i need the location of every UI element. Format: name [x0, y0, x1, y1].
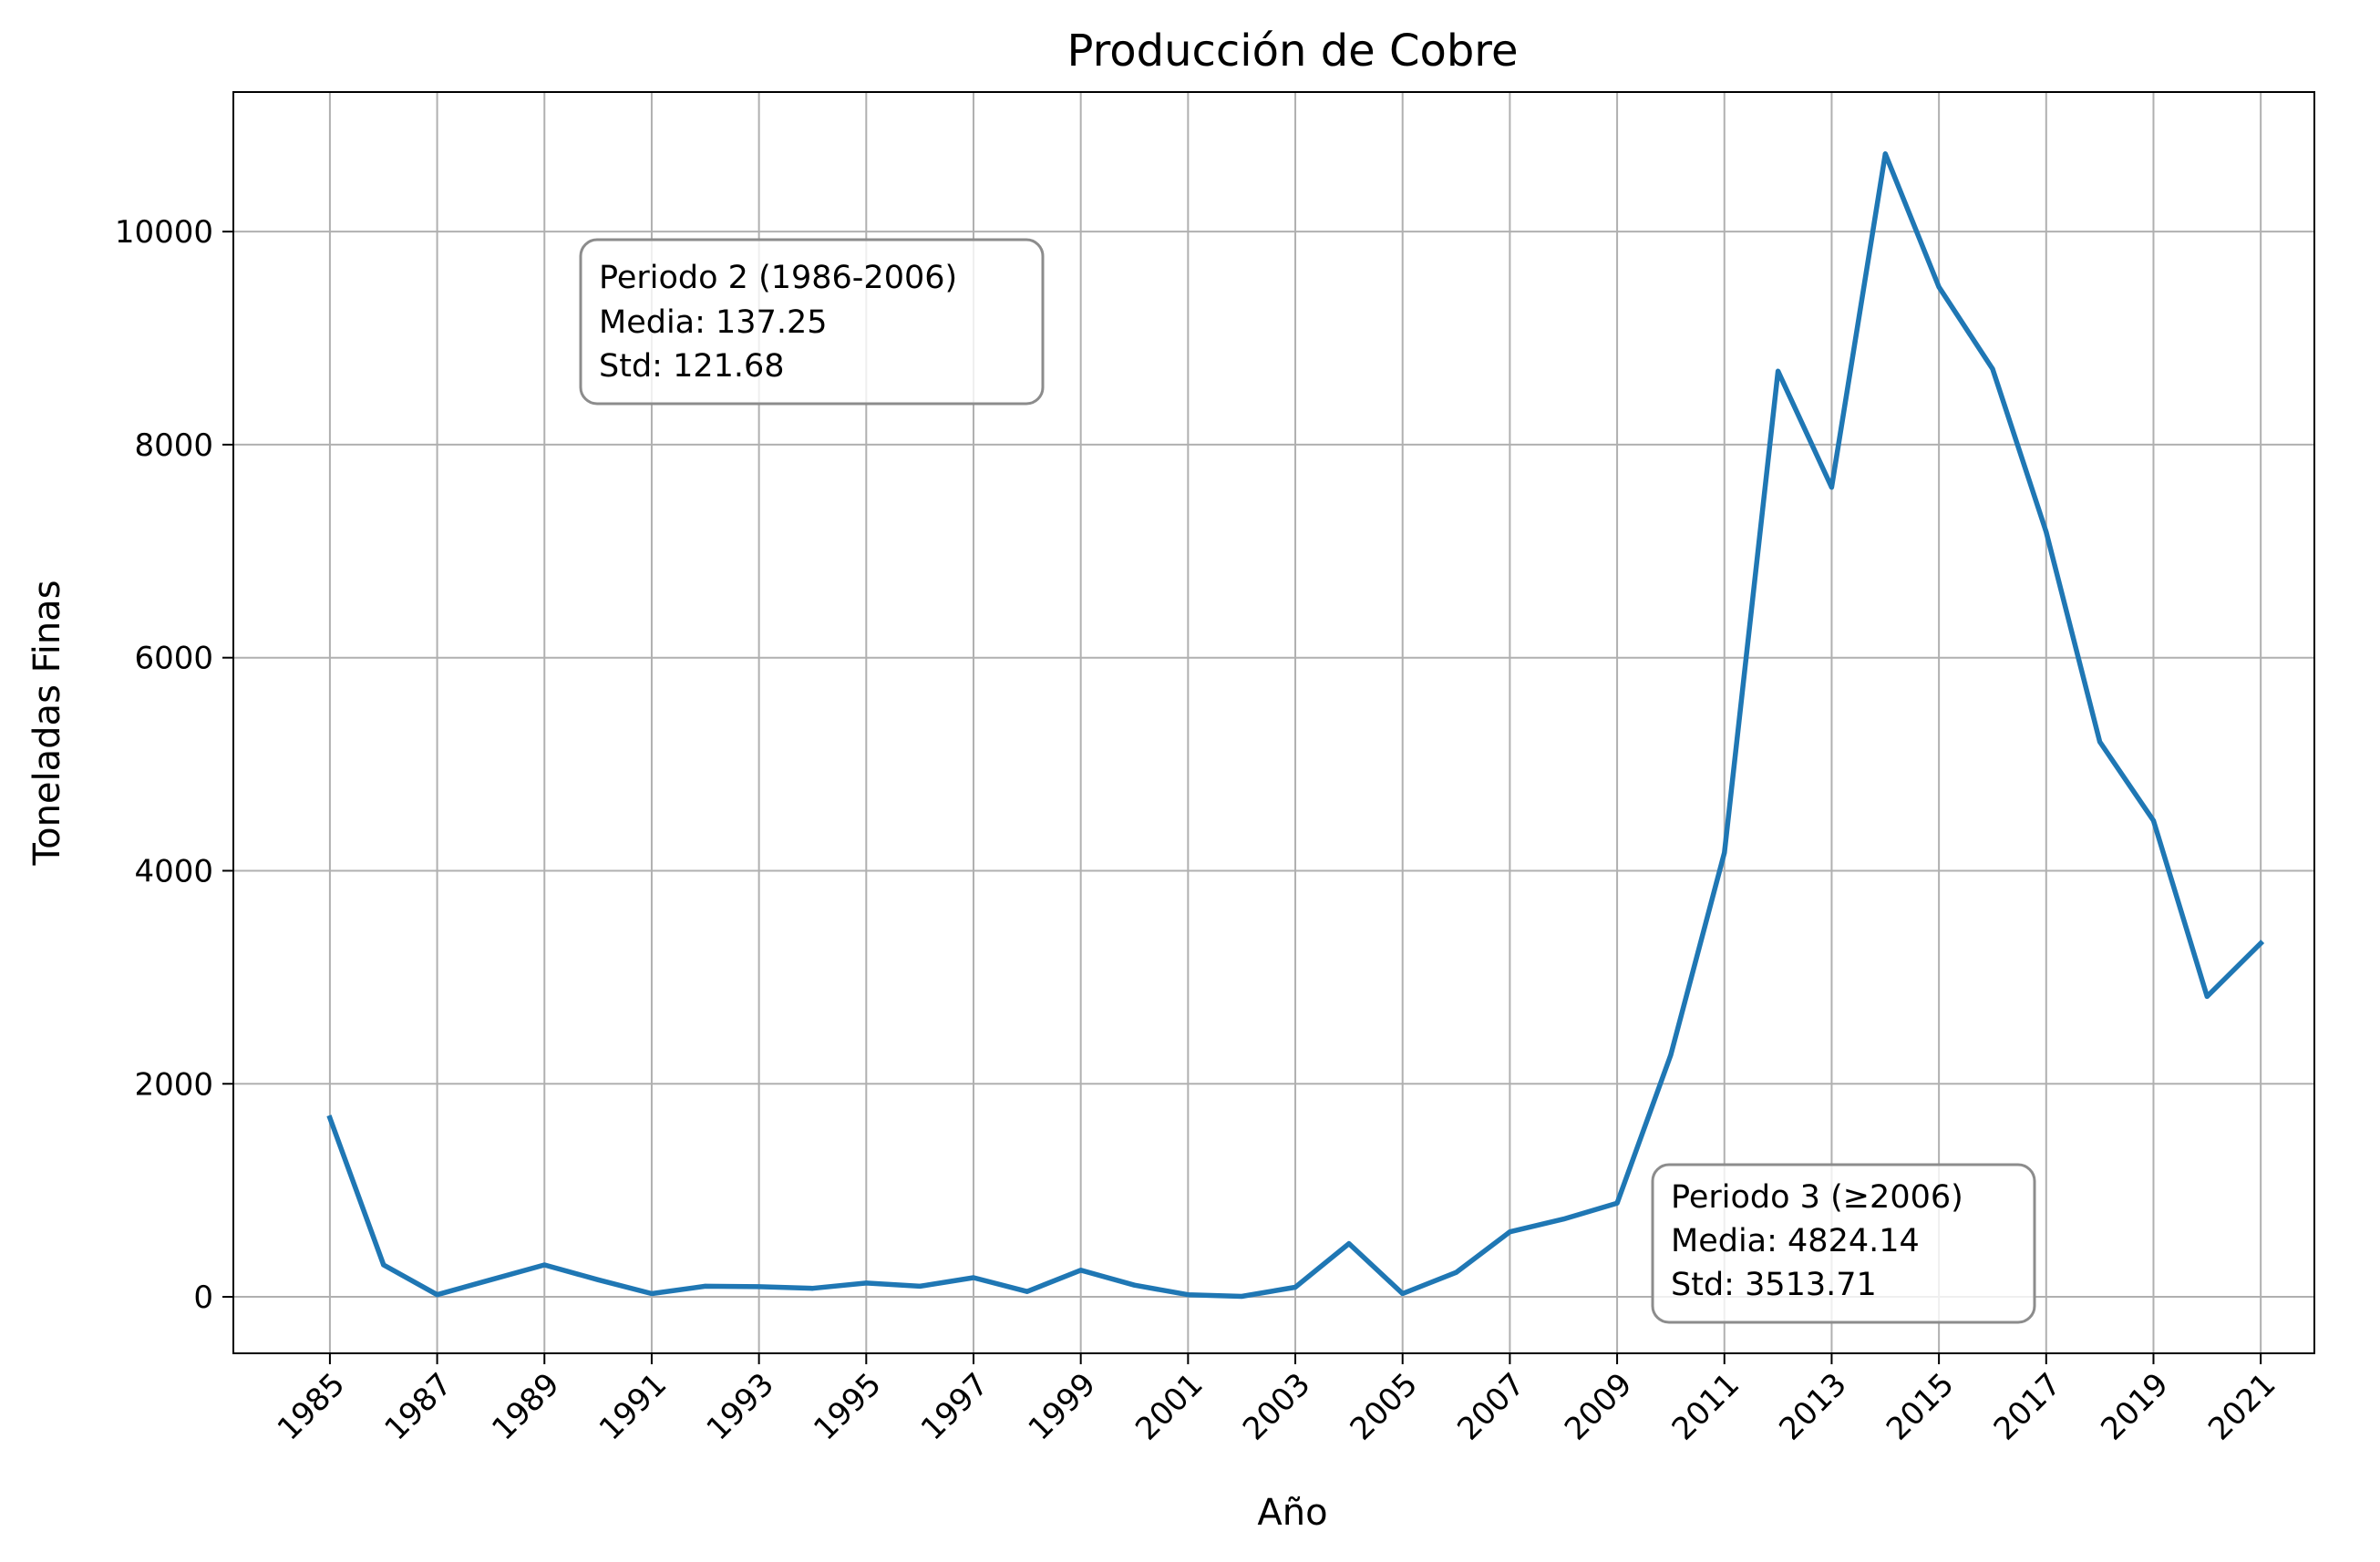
- annotation-line: Std: 3513.71: [1671, 1267, 1877, 1303]
- data-point: [1882, 151, 1888, 157]
- x-axis-title: Año: [1257, 1492, 1327, 1534]
- annotation-line: Media: 137.25: [599, 304, 828, 341]
- data-point: [2258, 940, 2263, 946]
- x-tick-label: 2015: [1880, 1366, 1961, 1447]
- x-tick-label: 2001: [1128, 1366, 1210, 1447]
- x-tick-label: 1985: [271, 1366, 352, 1447]
- x-tick-label: 1999: [1022, 1366, 1103, 1447]
- data-point: [595, 1277, 601, 1282]
- annotation-line: Periodo 2 (1986-2006): [599, 260, 957, 296]
- data-point: [1668, 1053, 1674, 1058]
- x-tick-label: 1995: [807, 1366, 888, 1447]
- data-point: [1132, 1282, 1138, 1288]
- data-point: [809, 1286, 815, 1291]
- x-tick-label: 1991: [592, 1366, 674, 1447]
- annotation-box: [579, 238, 1045, 406]
- data-point: [703, 1283, 708, 1289]
- data-point: [327, 1115, 333, 1121]
- y-tick-label: 6000: [134, 641, 213, 677]
- x-tick-label: 2007: [1450, 1366, 1531, 1447]
- series-layer: [326, 151, 2265, 1300]
- y-tick-label: 0: [193, 1279, 213, 1316]
- x-tick-label: 2021: [2201, 1366, 2282, 1447]
- data-point: [863, 1280, 869, 1286]
- data-point: [757, 1284, 762, 1290]
- chart-title: Producción de Cobre: [1066, 26, 1518, 77]
- data-point: [1614, 1200, 1620, 1206]
- x-tick-label: 1987: [377, 1366, 458, 1447]
- data-point: [1078, 1268, 1084, 1273]
- x-tick-label: 2011: [1665, 1366, 1746, 1447]
- data-point: [1346, 1241, 1352, 1247]
- data-point: [1990, 366, 1995, 372]
- annotation-periodo-2: Periodo 2 (1986-2006) Media: 137.25 Std:…: [579, 238, 1045, 406]
- data-point: [1776, 368, 1781, 374]
- data-point: [2150, 818, 2156, 824]
- data-point: [2204, 993, 2210, 999]
- annotation-box: [1651, 1163, 2036, 1324]
- data-point: [1293, 1285, 1298, 1290]
- data-point: [1400, 1291, 1406, 1297]
- y-tick-label: 4000: [134, 853, 213, 889]
- x-tick-label: 2017: [1987, 1366, 2068, 1447]
- x-tick-label: 2003: [1236, 1366, 1317, 1447]
- data-point: [488, 1277, 493, 1282]
- data-point: [649, 1291, 654, 1297]
- data-point: [2097, 739, 2103, 745]
- x-tick-label: 2005: [1344, 1366, 1425, 1447]
- plot-frame: [232, 91, 2315, 1354]
- x-tick-label: 1989: [485, 1366, 566, 1447]
- data-point: [1829, 485, 1834, 490]
- x-tick-label: 2009: [1558, 1366, 1639, 1447]
- data-point: [2044, 529, 2049, 535]
- x-tick-label: 1993: [700, 1366, 781, 1447]
- data-point: [917, 1283, 922, 1289]
- y-tick-label: 10000: [115, 214, 213, 251]
- x-tick-label: 2013: [1772, 1366, 1853, 1447]
- annotation-periodo-3: Periodo 3 (≥2006) Media: 4824.14 Std: 35…: [1651, 1163, 2036, 1324]
- data-point: [541, 1262, 547, 1268]
- data-point: [1185, 1292, 1190, 1298]
- x-tick-label: 2019: [2094, 1366, 2175, 1447]
- data-point: [1454, 1269, 1459, 1275]
- annotation-line: Periodo 3 (≥2006): [1671, 1179, 1963, 1216]
- data-point: [1239, 1293, 1244, 1299]
- data-point: [971, 1275, 976, 1280]
- annotation-line: Media: 4824.14: [1671, 1223, 1920, 1259]
- data-point: [1561, 1217, 1566, 1222]
- y-tick-label: 2000: [134, 1066, 213, 1103]
- x-tick-label: 1997: [914, 1366, 995, 1447]
- y-axis-title: Toneladas Finas: [26, 580, 68, 866]
- data-point: [1507, 1229, 1512, 1235]
- data-point: [1722, 850, 1727, 856]
- data-point: [435, 1292, 440, 1298]
- data-point: [381, 1262, 386, 1268]
- y-tick-label: 8000: [134, 427, 213, 464]
- data-point: [1025, 1289, 1030, 1294]
- annotation-line: Std: 121.68: [599, 348, 785, 385]
- data-point: [1936, 284, 1942, 290]
